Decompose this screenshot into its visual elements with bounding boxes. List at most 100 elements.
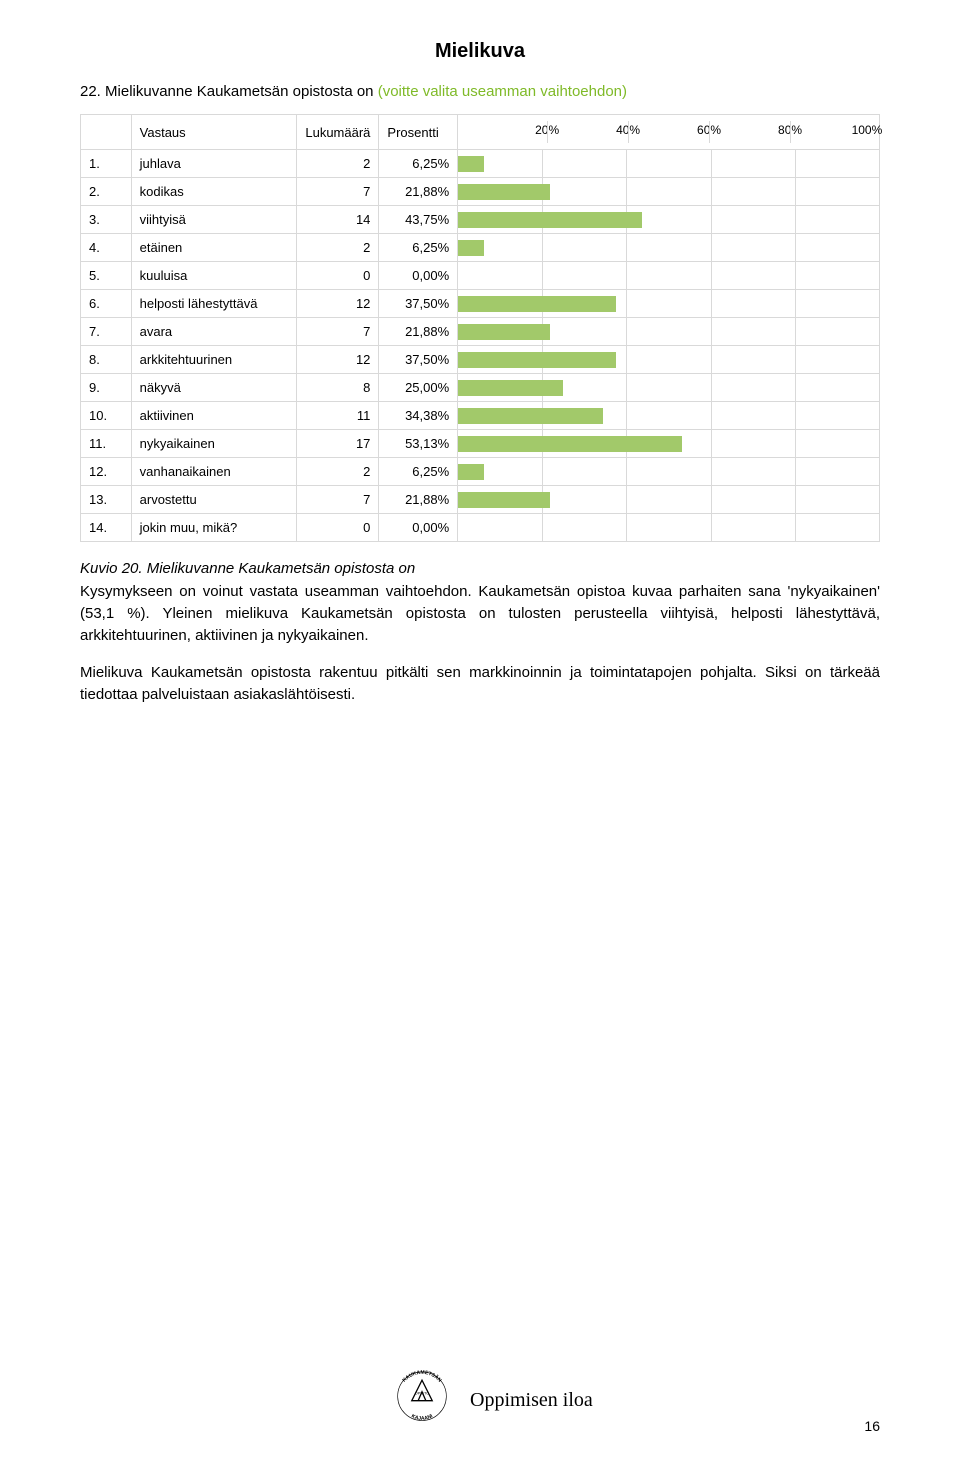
gridline: [711, 402, 712, 430]
row-index: 10.: [81, 402, 132, 430]
tick-100: 100%: [852, 123, 883, 137]
table-row: 11.nykyaikainen1753,13%: [81, 430, 880, 458]
row-percent: 21,88%: [379, 178, 458, 206]
bar: [458, 352, 616, 368]
table-row: 4.etäinen26,25%: [81, 234, 880, 262]
col-answer: Vastaus: [131, 115, 297, 150]
row-percent: 0,00%: [379, 514, 458, 542]
row-count: 7: [297, 486, 379, 514]
results-table: Vastaus Lukumäärä Prosentti 20% 40% 60% …: [80, 114, 880, 542]
row-count: 17: [297, 430, 379, 458]
row-label: arvostettu: [131, 486, 297, 514]
table-row: 2.kodikas721,88%: [81, 178, 880, 206]
body-paragraph-1: Kysymykseen on voinut vastata useamman v…: [80, 581, 880, 646]
bar: [458, 408, 603, 424]
row-label: avara: [131, 318, 297, 346]
table-row: 1.juhlava26,25%: [81, 150, 880, 178]
gridline: [711, 206, 712, 234]
table-row: 9.näkyvä825,00%: [81, 374, 880, 402]
gridline: [626, 346, 627, 374]
gridline: [795, 262, 796, 290]
gridline: [711, 178, 712, 206]
gridline: [542, 234, 543, 262]
col-chart: 20% 40% 60% 80% 100%: [458, 115, 880, 150]
logo-text-mid: OPISTO: [415, 1391, 429, 1395]
row-chart: [458, 262, 880, 290]
row-count: 12: [297, 290, 379, 318]
gridline: [626, 374, 627, 402]
row-index: 11.: [81, 430, 132, 458]
page-title: Mielikuva: [80, 40, 880, 63]
table-row: 5.kuuluisa00,00%: [81, 262, 880, 290]
row-chart: [458, 346, 880, 374]
logo-text-bottom: KAJAANI: [410, 1413, 434, 1422]
gridline: [711, 234, 712, 262]
gridline: [795, 346, 796, 374]
row-chart: [458, 458, 880, 486]
gridline: [711, 346, 712, 374]
row-count: 2: [297, 234, 379, 262]
bar: [458, 212, 642, 228]
row-count: 8: [297, 374, 379, 402]
table-header-row: Vastaus Lukumäärä Prosentti 20% 40% 60% …: [81, 115, 880, 150]
gridline: [711, 318, 712, 346]
gridline: [626, 514, 627, 542]
row-index: 14.: [81, 514, 132, 542]
gridline: [542, 458, 543, 486]
table-row: 8.arkkitehtuurinen1237,50%: [81, 346, 880, 374]
row-index: 8.: [81, 346, 132, 374]
row-index: 7.: [81, 318, 132, 346]
gridline: [626, 486, 627, 514]
table-row: 12.vanhanaikainen26,25%: [81, 458, 880, 486]
row-label: jokin muu, mikä?: [131, 514, 297, 542]
body-paragraph-2: Mielikuva Kaukametsän opistosta rakentuu…: [80, 662, 880, 706]
row-label: arkkitehtuurinen: [131, 346, 297, 374]
row-label: kodikas: [131, 178, 297, 206]
gridline: [626, 458, 627, 486]
row-chart: [458, 234, 880, 262]
row-label: nykyaikainen: [131, 430, 297, 458]
gridline: [711, 150, 712, 178]
bar: [458, 492, 550, 508]
gridline: [795, 514, 796, 542]
row-label: vanhanaikainen: [131, 458, 297, 486]
gridline: [711, 458, 712, 486]
row-percent: 43,75%: [379, 206, 458, 234]
gridline: [547, 121, 548, 143]
row-percent: 0,00%: [379, 262, 458, 290]
gridline: [795, 234, 796, 262]
table-row: 3.viihtyisä1443,75%: [81, 206, 880, 234]
figure-caption: Kuvio 20. Mielikuvanne Kaukametsän opist…: [80, 560, 880, 577]
row-label: etäinen: [131, 234, 297, 262]
bar: [458, 156, 484, 172]
row-count: 11: [297, 402, 379, 430]
gridline: [795, 486, 796, 514]
gridline: [711, 262, 712, 290]
row-label: viihtyisä: [131, 206, 297, 234]
row-chart: [458, 514, 880, 542]
gridline: [711, 514, 712, 542]
gridline: [711, 486, 712, 514]
gridline: [795, 290, 796, 318]
row-index: 5.: [81, 262, 132, 290]
gridline: [711, 374, 712, 402]
gridline: [626, 290, 627, 318]
bar: [458, 436, 682, 452]
chart-axis: 20% 40% 60% 80% 100%: [466, 121, 871, 143]
gridline: [542, 262, 543, 290]
page-footer: KAUKAMETSÄN KAJAANI OPISTO Oppimisen ilo…: [0, 1354, 960, 1434]
gridline: [626, 178, 627, 206]
gridline: [542, 514, 543, 542]
row-index: 9.: [81, 374, 132, 402]
row-index: 4.: [81, 234, 132, 262]
question-text: Mielikuvanne Kaukametsän opistosta on: [105, 83, 374, 100]
row-index: 2.: [81, 178, 132, 206]
bar: [458, 464, 484, 480]
row-count: 12: [297, 346, 379, 374]
table-row: 10.aktiivinen1134,38%: [81, 402, 880, 430]
row-count: 2: [297, 150, 379, 178]
footer-slogan: Oppimisen iloa: [470, 1389, 593, 1412]
question-hint: (voitte valita useamman vaihtoehdon): [378, 83, 627, 100]
col-count: Lukumäärä: [297, 115, 379, 150]
gridline: [626, 150, 627, 178]
